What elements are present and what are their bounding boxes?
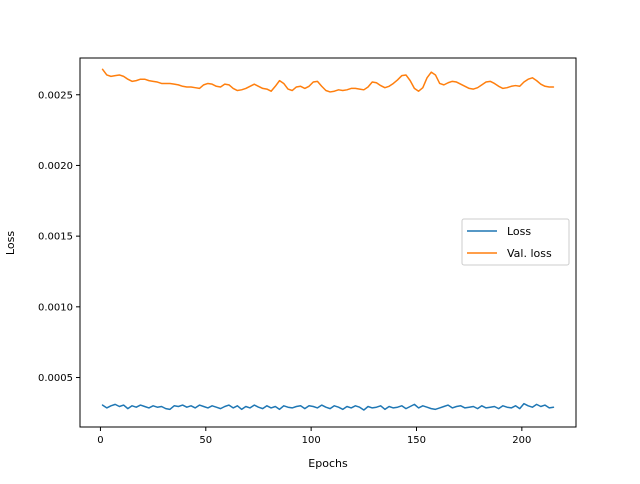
series-line-0 [101,402,555,411]
y-axis-label: Loss [4,231,17,255]
y-tick-label: 0.0005 [38,373,73,384]
x-axis: 0 50 100 150 200 [97,427,531,446]
legend: Loss Val. loss [461,218,570,266]
plot-frame [79,57,577,428]
y-axis: 0.0005 0.0010 0.0015 0.0020 0.0025 [38,90,80,384]
y-tick-label: 0.0010 [38,302,73,313]
x-tick-label: 0 [97,435,103,446]
x-tick-label: 200 [512,435,531,446]
y-tick-label: 0.0015 [38,232,73,243]
legend-label-0: Loss [507,225,531,238]
x-tick-label: 100 [302,435,321,446]
series-line-1 [101,68,555,93]
x-axis-label: Epochs [308,457,348,470]
x-tick-label: 50 [199,435,212,446]
y-tick-label: 0.0020 [38,161,73,172]
legend-label-1: Val. loss [507,247,552,260]
y-tick-label: 0.0025 [38,90,73,101]
x-tick-label: 150 [407,435,426,446]
series-layer [101,68,555,411]
